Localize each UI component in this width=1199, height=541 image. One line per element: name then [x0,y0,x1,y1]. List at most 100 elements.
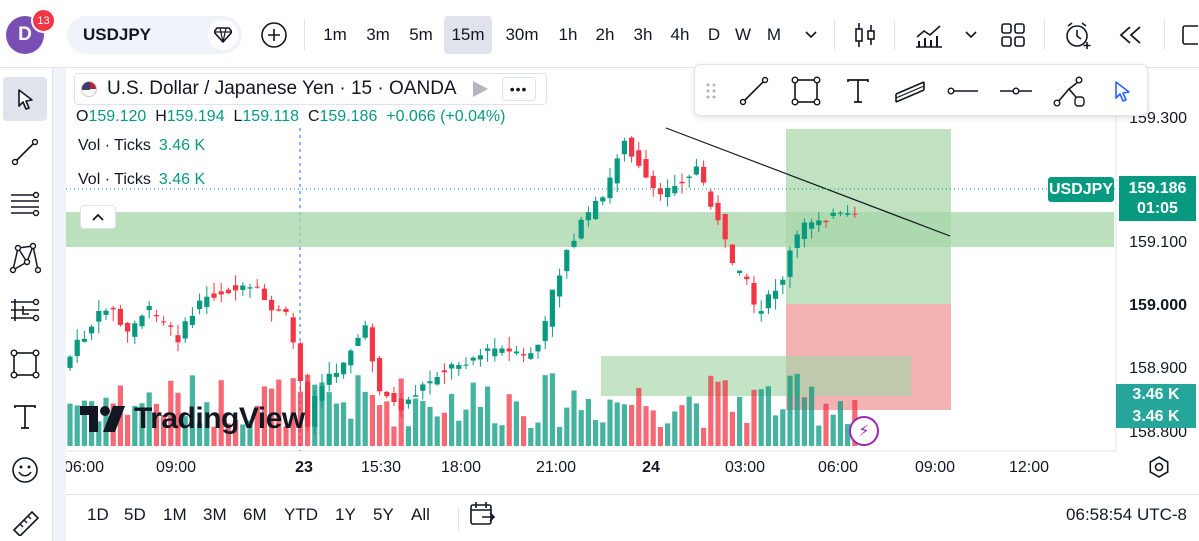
pattern-tool-button[interactable] [3,236,47,280]
text-tool-button[interactable] [3,395,47,439]
candle-body [233,285,239,291]
volume-bar [729,411,735,446]
volume-bar [823,403,829,446]
candle-body [636,150,642,166]
range-button-6m[interactable]: 6M [243,505,267,524]
interval-button-2h[interactable]: 2h [595,25,615,44]
interval-button-3h[interactable]: 3h [633,25,653,44]
volume-bar [621,404,627,446]
range-button-ytd[interactable]: YTD [284,505,318,524]
interval-button-4h[interactable]: 4h [670,25,690,44]
candle-body [549,289,555,327]
emoji-tool-button[interactable] [3,448,47,492]
interval-dropdown-button[interactable] [794,16,828,54]
range-button-5y[interactable]: 5Y [373,505,394,524]
candle-body [81,338,87,342]
candle-body [708,191,714,207]
volume-bar [463,409,469,446]
bar-style-button[interactable] [846,16,884,54]
volume-value: 3.46 K [158,171,206,188]
volume-bar [355,375,361,446]
replay-button[interactable] [1112,16,1150,54]
text-draw-button[interactable] [839,72,877,110]
interval-button-1m[interactable]: 1m [323,25,347,44]
candle-body [117,308,123,325]
volume-bar [513,401,519,446]
time-tick: 09:00 [914,459,956,476]
candle-body [557,275,563,297]
cursor-tool-button[interactable] [3,77,47,121]
interval-button-m[interactable]: M [766,25,782,44]
candle-body [578,219,584,239]
range-button-1y[interactable]: 1Y [335,505,356,524]
volume-legend-row[interactable]: Vol · Ticks 3.46 K [78,137,205,155]
candle-body [830,212,836,216]
timezone-clock[interactable]: 06:58:54 UTC-8 [1066,505,1187,524]
more-panel-button[interactable] [1174,16,1199,54]
range-button-5d[interactable]: 5D [124,505,146,524]
horizontal-line-button[interactable] [997,72,1035,110]
lightning-icon[interactable]: ⚡ [849,416,879,446]
flag-marker-icon[interactable] [472,81,488,97]
time-tick: 21:00 [535,459,577,476]
interval-button-3m[interactable]: 3m [366,25,390,44]
price-chart[interactable] [66,68,1199,494]
indicators-button[interactable] [908,16,950,54]
symbol-search-button[interactable]: USDJPY [67,16,242,54]
chart-pane[interactable]: U.S. Dollar / Japanese Yen · 15 · OANDA … [66,68,1199,494]
select-cursor-button[interactable] [1103,72,1141,110]
range-button-all[interactable]: All [411,505,430,524]
interval-button-1h[interactable]: 1h [558,25,578,44]
trendline-draw-button[interactable] [735,72,773,110]
interval-button-5m[interactable]: 5m [409,25,433,44]
chart-settings-button[interactable] [1148,456,1170,483]
volume-legend-row[interactable]: Vol · Ticks 3.46 K [78,171,205,189]
alert-button[interactable] [1058,16,1098,54]
more-options-button[interactable]: ••• [501,77,536,101]
candle-body [326,373,332,385]
time-tick: 24 [642,459,660,476]
interval-button-30m[interactable]: 30m [505,25,539,44]
diamond-icon[interactable] [208,20,238,50]
interval-button-d[interactable]: D [707,25,721,44]
legend-dot: · [372,78,390,99]
drag-handle[interactable] [697,72,725,110]
price-tick: 158.800 [1129,424,1187,441]
volume-tag: 3.46 K [1116,384,1196,406]
volume-bar [506,394,512,446]
volume-bar [557,426,563,446]
shape-tool-button[interactable] [3,342,47,386]
interval-button-15m[interactable]: 15m [444,16,492,54]
rectangle-draw-button[interactable] [787,72,825,110]
cursor-icon [1115,81,1130,102]
candle-body [773,290,779,299]
volume-bar [629,404,635,446]
interval-button-w[interactable]: W [734,25,752,44]
symbol-legend[interactable]: U.S. Dollar / Japanese Yen · 15 · OANDA … [74,73,547,105]
candle-body [614,158,620,184]
ruler-tool-button[interactable] [3,501,47,541]
horizontal-ray-button[interactable] [943,72,981,110]
candle-body [809,222,815,229]
fib-tool-button[interactable] [3,183,47,227]
candle-body [722,213,728,240]
candle-body [261,288,267,301]
add-symbol-button[interactable] [257,16,291,54]
volume-bar [74,405,80,446]
volume-bar [636,387,642,446]
range-button-3m[interactable]: 3M [203,505,227,524]
indicators-dropdown-button[interactable] [958,16,984,54]
path-draw-button[interactable] [1051,72,1089,110]
range-button-1m[interactable]: 1M [163,505,187,524]
candle-body [686,176,692,179]
candle-body [197,300,203,310]
range-button-1d[interactable]: 1D [87,505,109,524]
layout-button[interactable] [996,16,1030,54]
toolbar-divider [834,20,835,50]
prediction-tool-button[interactable] [3,289,47,333]
channel-draw-button[interactable] [891,72,929,110]
goto-date-button[interactable] [468,500,496,533]
trendline-tool-button[interactable] [3,130,47,174]
collapse-legend-button[interactable] [80,205,116,229]
volume-bar [578,410,584,446]
